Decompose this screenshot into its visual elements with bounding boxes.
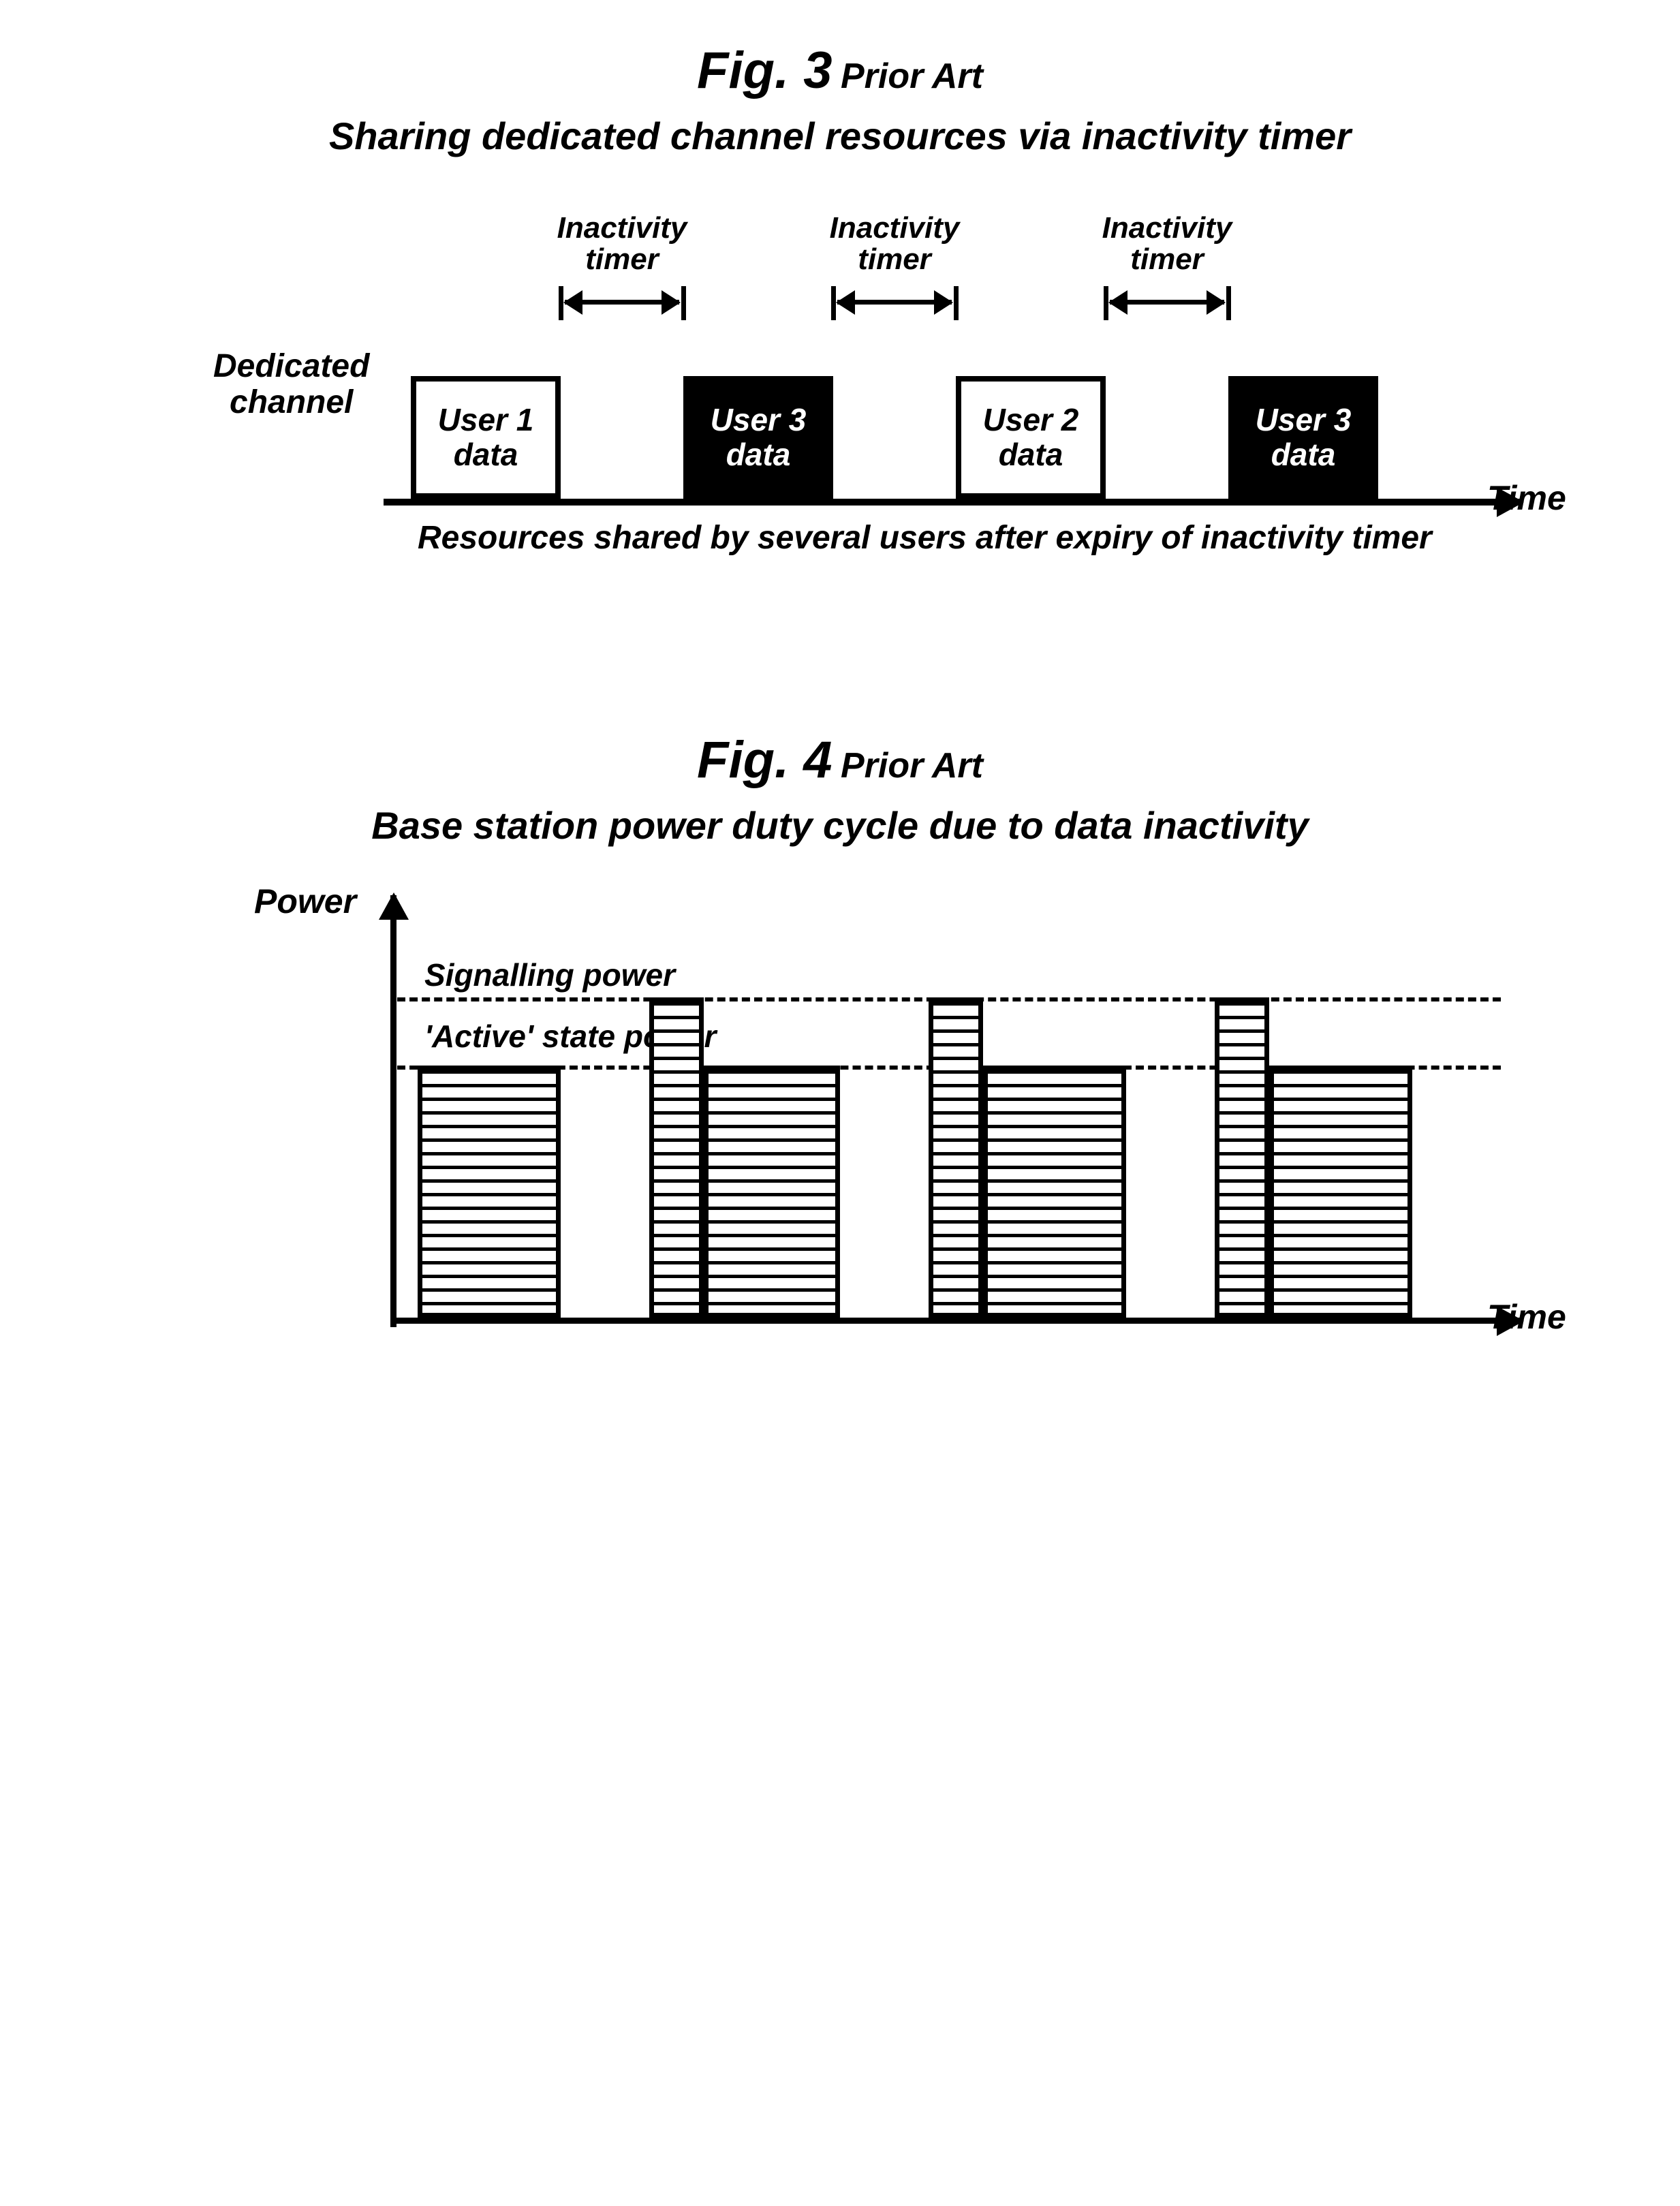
timer-tick [1226, 286, 1231, 320]
user-data-box: User 2data [956, 376, 1106, 499]
inactivity-timer-label: Inactivitytimer [547, 213, 697, 275]
power-bar-hatch [933, 1002, 978, 1313]
inactivity-timer-label: Inactivitytimer [820, 213, 969, 275]
user-data-box: User 3data [1228, 376, 1378, 499]
power-axis-label: Power [254, 882, 356, 921]
timer-tick [681, 286, 686, 320]
power-bar-sig [1215, 997, 1269, 1318]
dedicated-l1: Dedicated [213, 348, 369, 384]
fig4-subtitle: Base station power duty cycle due to dat… [159, 803, 1521, 848]
fig3-title-row: Fig. 3 Prior Art [159, 41, 1521, 100]
signalling-power-label: Signalling power [424, 957, 675, 993]
fig4-time-label: Time [1487, 1297, 1566, 1337]
fig3-caption: Resources shared by several users after … [418, 519, 1432, 557]
power-y-axis [390, 895, 396, 1327]
power-bar-hatch [709, 1070, 835, 1313]
timer-tick [831, 286, 836, 320]
fig3-number: Fig. 3 [697, 42, 832, 99]
power-bar-sig [649, 997, 704, 1318]
timer-double-arrow [1110, 300, 1224, 305]
power-bar-active [983, 1066, 1126, 1318]
user-data-label: User 2data [983, 403, 1079, 471]
user-data-box: User 3data [683, 376, 833, 499]
user-data-label: User 3data [711, 403, 807, 471]
fig4-prior-art: Prior Art [841, 746, 983, 786]
power-bar-hatch [654, 1002, 699, 1313]
inactivity-timer-label: Inactivitytimer [1092, 213, 1242, 275]
fig4-canvas: Power Signalling power'Active' state pow… [213, 888, 1521, 1379]
fig3-time-label: Time [1487, 478, 1566, 518]
power-bar-sig [929, 997, 983, 1318]
power-bar-active [704, 1066, 840, 1318]
fig3-prior-art: Prior Art [841, 57, 983, 96]
figure-3: Fig. 3 Prior Art Sharing dedicated chann… [159, 41, 1521, 621]
power-bar-active [1269, 1066, 1412, 1318]
dedicated-channel-label: Dedicated channel [213, 349, 369, 421]
timer-tick [1104, 286, 1108, 320]
dedicated-l2: channel [230, 384, 353, 420]
user-data-label: User 3data [1256, 403, 1352, 471]
fig4-number: Fig. 4 [697, 731, 832, 789]
fig4-time-axis [390, 1318, 1521, 1324]
timer-tick [559, 286, 563, 320]
timer-double-arrow [565, 300, 679, 305]
power-bar-active [418, 1066, 561, 1318]
timer-tick [954, 286, 959, 320]
power-bar-hatch [1274, 1070, 1407, 1313]
user-data-label: User 1data [438, 403, 534, 471]
fig3-time-axis [384, 499, 1521, 506]
fig3-canvas: Dedicated channel Resources shared by se… [213, 199, 1521, 621]
power-bar-hatch [988, 1070, 1121, 1313]
power-bar-hatch [422, 1070, 556, 1313]
user-data-box: User 1data [411, 376, 561, 499]
fig4-title-row: Fig. 4 Prior Art [159, 730, 1521, 790]
timer-double-arrow [837, 300, 952, 305]
figure-4: Fig. 4 Prior Art Base station power duty… [159, 730, 1521, 1379]
fig3-subtitle: Sharing dedicated channel resources via … [159, 114, 1521, 158]
power-bar-hatch [1219, 1002, 1264, 1313]
